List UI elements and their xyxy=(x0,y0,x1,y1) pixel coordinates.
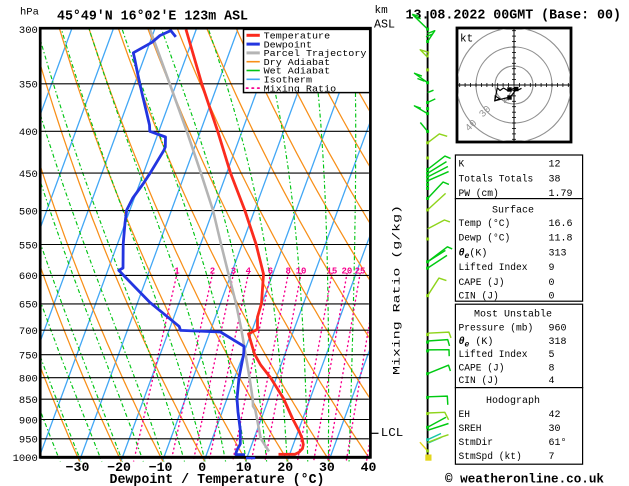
svg-text:10: 10 xyxy=(236,460,252,475)
svg-text:450: 450 xyxy=(19,169,38,181)
svg-text:13.08.2022 00GMT (Base: 00): 13.08.2022 00GMT (Base: 00) xyxy=(406,8,622,23)
svg-text:Temperature: Temperature xyxy=(264,31,331,42)
svg-text:Totals Totals: Totals Totals xyxy=(459,173,534,185)
svg-text:20: 20 xyxy=(341,266,352,276)
svg-text:θe(K): θe(K) xyxy=(459,247,488,261)
svg-text:900: 900 xyxy=(19,415,38,427)
svg-text:ASL: ASL xyxy=(374,18,395,32)
svg-text:400: 400 xyxy=(19,127,38,139)
svg-text:20: 20 xyxy=(277,460,293,475)
svg-text:1: 1 xyxy=(174,266,180,276)
svg-text:−30: −30 xyxy=(66,460,90,475)
svg-text:θe (K): θe (K) xyxy=(459,336,494,350)
svg-text:2: 2 xyxy=(210,266,215,276)
svg-text:8: 8 xyxy=(549,364,555,375)
svg-text:313: 313 xyxy=(549,248,567,259)
svg-text:hPa: hPa xyxy=(20,7,39,19)
svg-text:Mixing Ratio: Mixing Ratio xyxy=(264,83,337,94)
svg-text:Lifted Index: Lifted Index xyxy=(459,349,528,361)
svg-text:km: km xyxy=(375,5,389,17)
svg-text:0: 0 xyxy=(549,278,555,289)
svg-text:Wet Adiabat: Wet Adiabat xyxy=(264,66,331,77)
svg-text:3: 3 xyxy=(231,266,236,276)
svg-text:SREH: SREH xyxy=(459,424,482,435)
svg-text:5: 5 xyxy=(549,350,555,361)
svg-text:16.6: 16.6 xyxy=(549,219,573,230)
svg-text:1.79: 1.79 xyxy=(549,189,573,200)
svg-text:30: 30 xyxy=(319,460,335,475)
svg-text:Hodograph: Hodograph xyxy=(486,395,540,407)
svg-text:Dry Adiabat: Dry Adiabat xyxy=(264,57,331,68)
svg-text:Temp (°C): Temp (°C) xyxy=(459,218,511,230)
svg-text:Lifted Index: Lifted Index xyxy=(459,262,528,274)
svg-text:42: 42 xyxy=(549,410,561,421)
svg-text:500: 500 xyxy=(19,206,38,218)
svg-text:Mixing Ratio (g/kg): Mixing Ratio (g/kg) xyxy=(392,205,404,375)
svg-text:800: 800 xyxy=(19,374,38,386)
svg-text:Most Unstable: Most Unstable xyxy=(474,309,552,321)
svg-text:PW (cm): PW (cm) xyxy=(459,188,499,200)
svg-text:Dewp (°C): Dewp (°C) xyxy=(459,233,511,245)
svg-text:700: 700 xyxy=(19,326,38,338)
svg-text:850: 850 xyxy=(19,395,38,407)
svg-text:CIN (J): CIN (J) xyxy=(459,375,499,387)
svg-text:Pressure (mb): Pressure (mb) xyxy=(459,322,534,334)
svg-text:6: 6 xyxy=(268,266,273,276)
svg-text:25: 25 xyxy=(355,266,366,276)
svg-text:550: 550 xyxy=(19,240,38,252)
svg-text:61°: 61° xyxy=(549,437,567,449)
svg-text:4: 4 xyxy=(246,266,252,276)
svg-text:−10: −10 xyxy=(149,460,173,475)
svg-text:Parcel Trajectory: Parcel Trajectory xyxy=(264,48,367,59)
svg-text:K: K xyxy=(459,160,465,171)
svg-text:750: 750 xyxy=(19,351,38,363)
svg-text:1000: 1000 xyxy=(13,453,38,465)
svg-text:40: 40 xyxy=(361,460,377,475)
svg-text:© weatheronline.co.uk: © weatheronline.co.uk xyxy=(445,473,604,486)
svg-text:30: 30 xyxy=(549,424,561,435)
svg-text:Dewpoint / Temperature (°C): Dewpoint / Temperature (°C) xyxy=(110,473,325,486)
svg-text:4: 4 xyxy=(549,376,555,387)
svg-text:38: 38 xyxy=(549,174,561,185)
svg-text:350: 350 xyxy=(19,80,38,92)
svg-text:12: 12 xyxy=(549,160,561,171)
svg-text:318: 318 xyxy=(549,337,567,348)
svg-text:11.8: 11.8 xyxy=(549,234,573,245)
svg-text:StmDir: StmDir xyxy=(459,437,494,449)
svg-text:7: 7 xyxy=(549,452,555,463)
svg-text:45°49'N 16°02'E 123m ASL: 45°49'N 16°02'E 123m ASL xyxy=(57,10,248,25)
svg-text:0: 0 xyxy=(198,460,206,475)
svg-text:Isotherm: Isotherm xyxy=(264,75,313,86)
svg-text:CAPE (J): CAPE (J) xyxy=(459,277,505,289)
svg-text:Surface: Surface xyxy=(492,205,534,217)
svg-text:950: 950 xyxy=(19,435,38,447)
svg-text:CIN (J): CIN (J) xyxy=(459,291,499,303)
svg-text:0: 0 xyxy=(549,292,555,303)
svg-text:960: 960 xyxy=(549,323,567,334)
svg-text:8: 8 xyxy=(285,266,290,276)
svg-text:EH: EH xyxy=(459,410,471,421)
svg-text:−20: −20 xyxy=(107,460,131,475)
svg-text:kt: kt xyxy=(460,34,473,46)
svg-text:LCL: LCL xyxy=(381,426,404,440)
svg-text:600: 600 xyxy=(19,271,38,283)
svg-text:300: 300 xyxy=(19,25,38,37)
svg-text:Dewpoint: Dewpoint xyxy=(264,39,312,50)
svg-text:9: 9 xyxy=(549,263,555,274)
svg-text:15: 15 xyxy=(326,266,337,276)
svg-text:650: 650 xyxy=(19,300,38,312)
svg-text:10: 10 xyxy=(296,266,307,276)
svg-text:CAPE (J): CAPE (J) xyxy=(459,363,505,375)
svg-text:StmSpd (kt): StmSpd (kt) xyxy=(459,451,522,463)
